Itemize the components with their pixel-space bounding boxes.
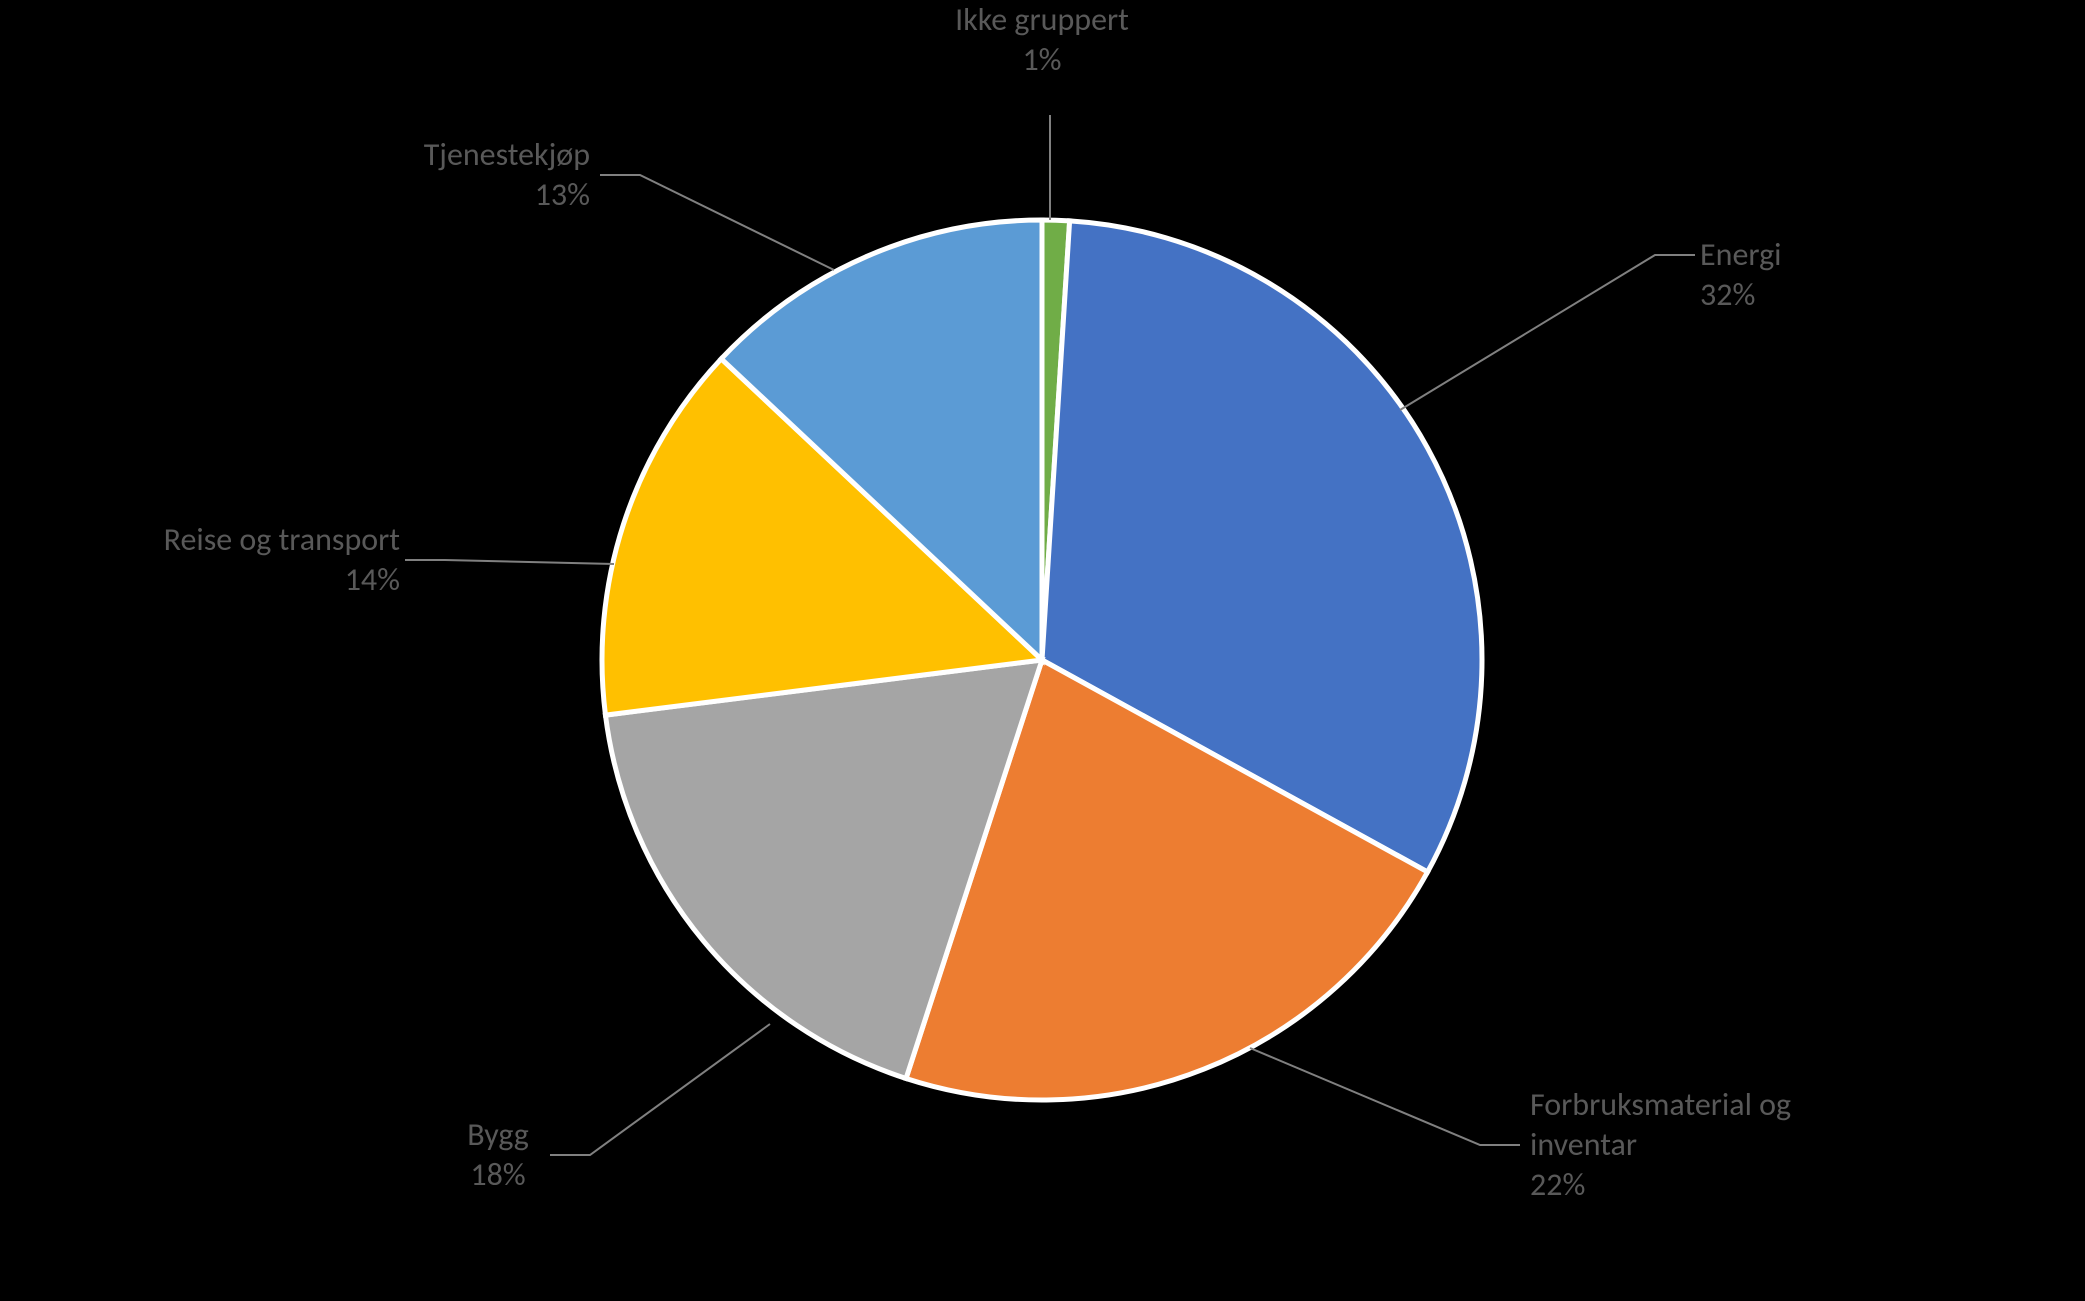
slice-label: Energi32% (1700, 235, 1781, 314)
slice-label: Bygg18% (467, 1115, 529, 1194)
leader-line (600, 175, 834, 270)
leader-line (1250, 1048, 1520, 1145)
slice-label: Ikke gruppert1% (955, 0, 1129, 79)
slice-label: Tjenestekjøp13% (424, 135, 590, 214)
slice-label: Reise og transport14% (164, 520, 401, 599)
pie-chart-svg: Ikke gruppert1% Energi32% Forbruksmaterial… (0, 0, 2085, 1301)
slice-label: Forbruksmaterial oginventar22% (1530, 1085, 1791, 1204)
leader-line (405, 560, 614, 564)
leader-line (1400, 255, 1695, 410)
leader-line (550, 1024, 770, 1155)
pie-chart-container: Ikke gruppert1% Energi32% Forbruksmaterial… (0, 0, 2085, 1301)
